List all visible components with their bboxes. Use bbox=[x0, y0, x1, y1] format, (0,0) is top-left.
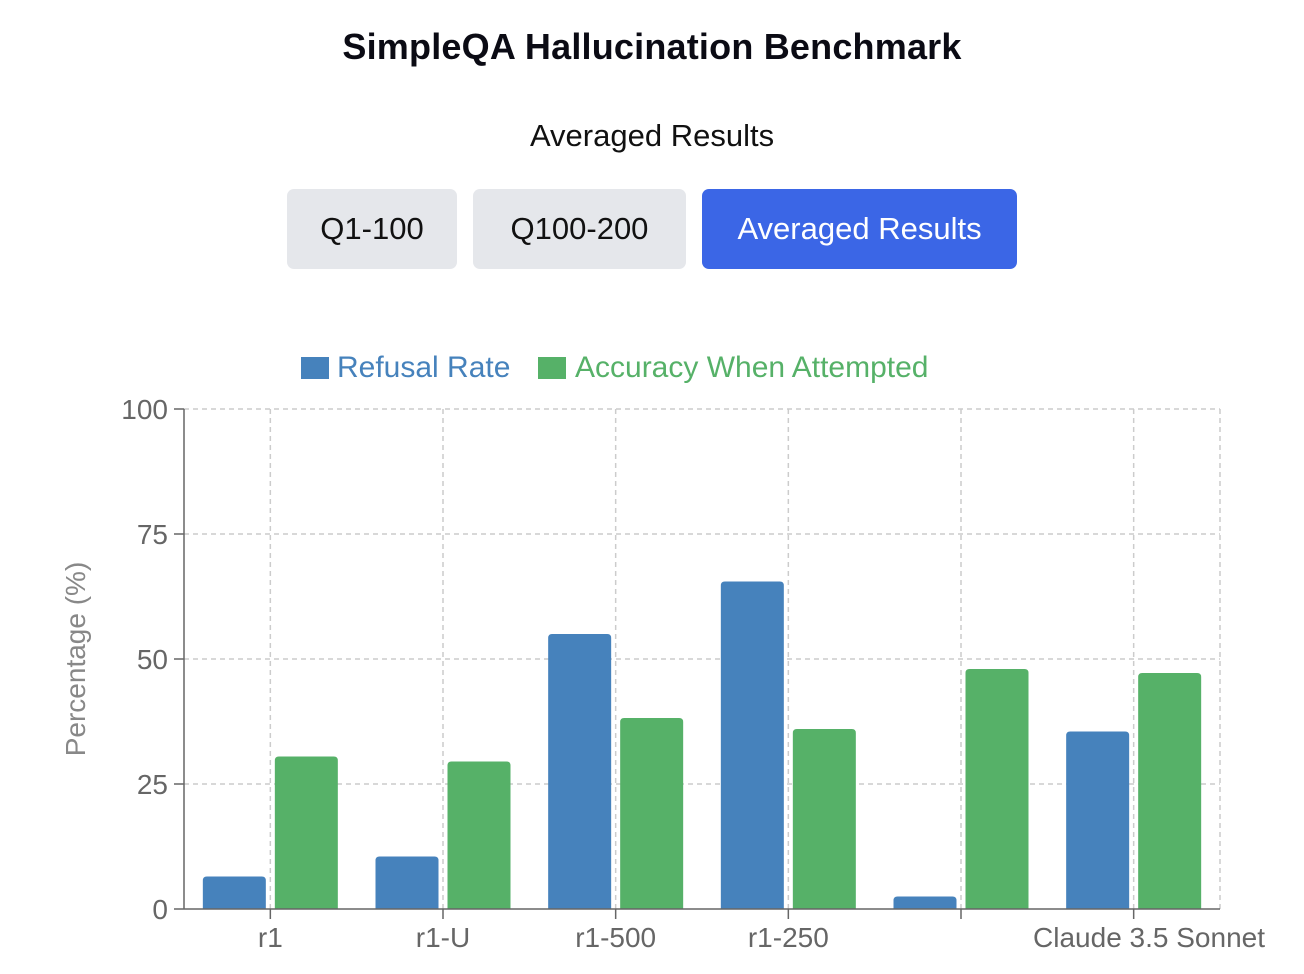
bar-refusal-rate-2[interactable] bbox=[375, 856, 439, 910]
legend: Refusal Rate Accuracy When Attempted bbox=[301, 351, 929, 384]
bar-refusal-rate-4[interactable] bbox=[720, 581, 784, 910]
grid-lines bbox=[184, 408, 1221, 909]
legend-swatch-accuracy-when-attempted[interactable] bbox=[538, 357, 566, 379]
y-tick-label: 75 bbox=[137, 519, 168, 550]
tick-labels: 0 25 50 75 100 r1 r1-U r1-500 r1-250 Claude 3.5 S… bbox=[121, 394, 1265, 953]
x-tick-label: r1-U bbox=[416, 922, 470, 953]
x-tick-label: r1 bbox=[258, 922, 283, 953]
bar-accuracy-when-attempted-5[interactable] bbox=[965, 669, 1029, 909]
bar-refusal-rate-1[interactable] bbox=[202, 876, 266, 910]
tab-q100-200[interactable]: Q100-200 bbox=[473, 189, 686, 269]
bar-accuracy-when-attempted-1[interactable] bbox=[274, 756, 338, 910]
legend-label-accuracy-when-attempted[interactable]: Accuracy When Attempted bbox=[575, 351, 929, 384]
page-title: SimpleQA Hallucination Benchmark bbox=[342, 26, 962, 67]
y-tick-label: 50 bbox=[137, 644, 168, 675]
y-tick-label: 0 bbox=[152, 894, 168, 925]
bar-refusal-rate-5[interactable] bbox=[893, 896, 957, 910]
tab-averaged-results[interactable]: Averaged Results bbox=[702, 189, 1017, 269]
x-tick-label: r1-250 bbox=[748, 922, 829, 953]
x-tick-label: Claude 3.5 Sonnet bbox=[1033, 922, 1265, 953]
y-axis-title: Percentage (%) bbox=[60, 562, 91, 757]
bar-accuracy-when-attempted-6[interactable] bbox=[1138, 673, 1202, 909]
bar-refusal-rate-3[interactable] bbox=[548, 634, 612, 909]
bar-accuracy-when-attempted-2[interactable] bbox=[447, 761, 511, 910]
bar-accuracy-when-attempted-4[interactable] bbox=[792, 729, 856, 909]
legend-swatch-refusal-rate[interactable] bbox=[301, 357, 329, 379]
view-title: Averaged Results bbox=[529, 118, 775, 153]
bar-accuracy-when-attempted-3[interactable] bbox=[620, 718, 684, 909]
bar-refusal-rate-6[interactable] bbox=[1066, 731, 1130, 910]
x-tick-label: r1-500 bbox=[575, 922, 656, 953]
tab-q1-100[interactable]: Q1-100 bbox=[287, 189, 457, 269]
y-tick-label: 25 bbox=[137, 769, 168, 800]
bars bbox=[202, 581, 1202, 910]
y-tick-label: 100 bbox=[121, 394, 168, 425]
legend-label-refusal-rate[interactable]: Refusal Rate bbox=[337, 351, 510, 384]
